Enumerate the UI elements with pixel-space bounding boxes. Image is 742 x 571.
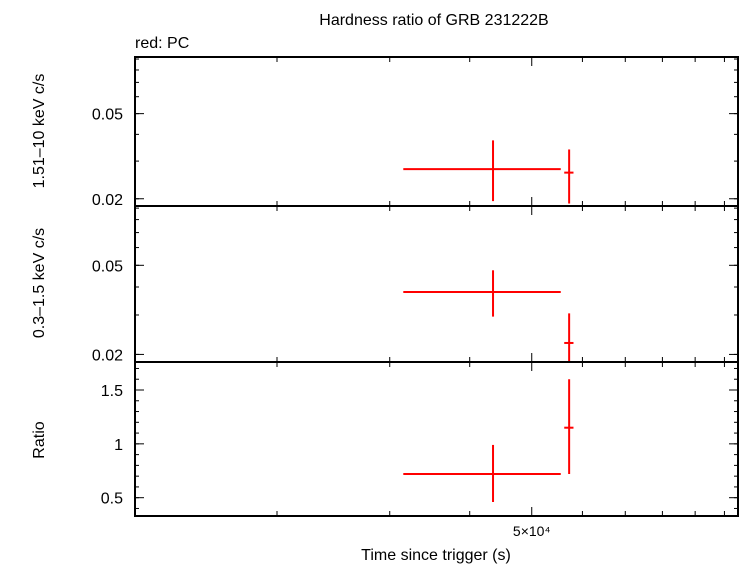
panel-frame (134, 56, 739, 207)
panel-frame (134, 361, 739, 517)
x-axis-label: Time since trigger (s) (361, 547, 511, 564)
chart-subtitle: red: PC (135, 35, 189, 52)
data-point (564, 149, 574, 204)
y-axis-label: 1.51–10 keV c/s (31, 74, 48, 189)
y-tick-label: 1 (114, 437, 123, 454)
y-tick-label: 0.02 (92, 192, 123, 209)
y-tick-label: 0.02 (92, 347, 123, 364)
data-point (403, 444, 561, 502)
y-axis-label: Ratio (31, 421, 48, 458)
data-point (403, 140, 561, 202)
x-tick-label: 5×10⁴ (513, 523, 551, 539)
data-point (564, 379, 574, 474)
data-point (564, 313, 574, 361)
panel-3: 0.5 1 1.5 Ratio (31, 361, 739, 517)
y-tick-label: 0.05 (92, 107, 123, 124)
y-axis-label: 0.3–1.5 keV c/s (31, 228, 48, 338)
chart-title: Hardness ratio of GRB 231222B (319, 12, 548, 29)
y-tick-label: 1.5 (101, 383, 123, 400)
panel-2: 0.02 0.05 0.3–1.5 keV c/s (31, 205, 739, 364)
y-tick-label: 0.5 (101, 491, 123, 508)
data-point (403, 270, 561, 317)
panel-1: 0.02 0.05 1.51–10 keV c/s (31, 56, 739, 209)
y-tick-label: 0.05 (92, 258, 123, 275)
panel-frame (134, 205, 739, 363)
